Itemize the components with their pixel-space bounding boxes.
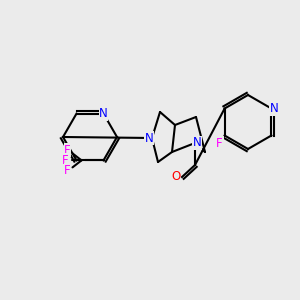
Text: N: N (270, 102, 279, 115)
Text: O: O (171, 170, 181, 184)
Text: N: N (193, 136, 201, 149)
Text: F: F (64, 144, 71, 157)
Text: N: N (145, 131, 153, 145)
Text: F: F (62, 154, 69, 167)
Text: F: F (216, 137, 223, 150)
Text: N: N (99, 107, 108, 120)
Text: F: F (64, 164, 71, 177)
